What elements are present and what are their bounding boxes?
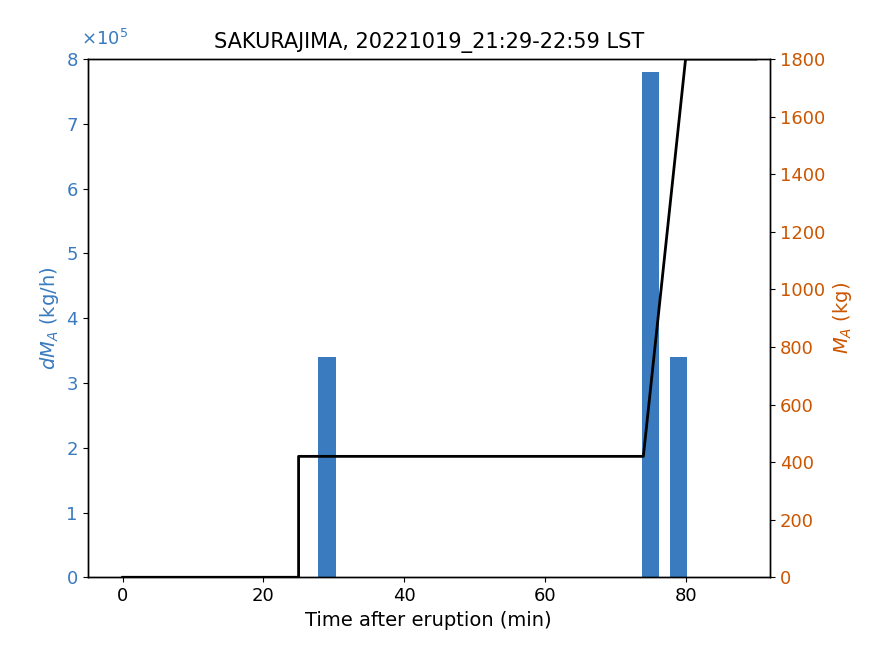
Title: SAKURAJIMA, 20221019_21:29-22:59 LST: SAKURAJIMA, 20221019_21:29-22:59 LST [214, 32, 644, 53]
Bar [641, 72, 659, 577]
Text: $\times 10^5$: $\times 10^5$ [80, 29, 128, 49]
Bar [318, 357, 335, 577]
Y-axis label: $dM_A$ (kg/h): $dM_A$ (kg/h) [38, 266, 60, 370]
Bar [669, 357, 688, 577]
X-axis label: Time after eruption (min): Time after eruption (min) [305, 611, 552, 630]
Y-axis label: $M_A$ (kg): $M_A$ (kg) [830, 282, 854, 354]
